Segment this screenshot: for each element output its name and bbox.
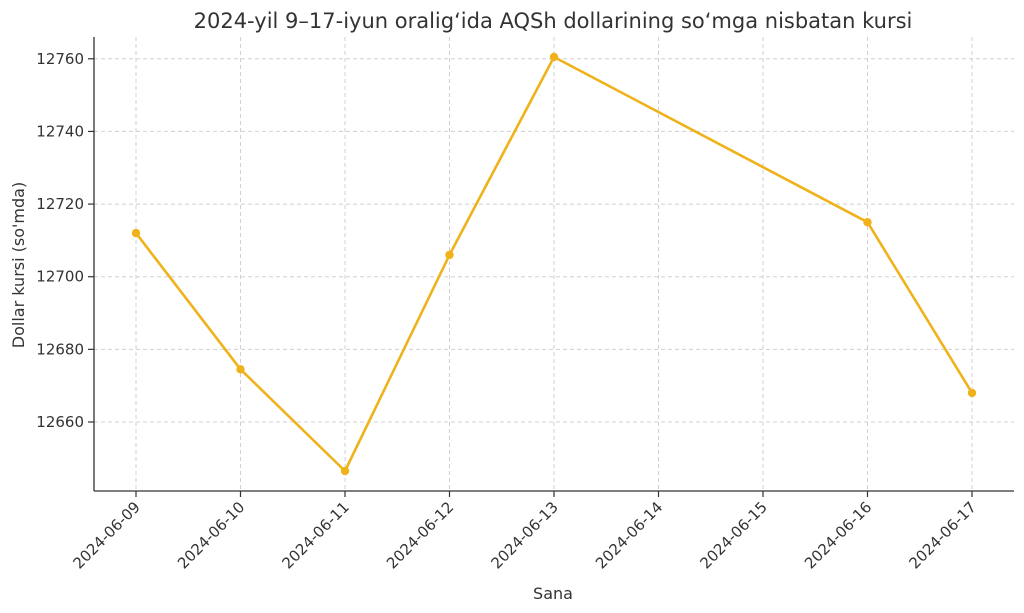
- y-tick-label: 12740: [36, 122, 84, 140]
- x-tick-label: 2024-06-10: [174, 498, 248, 572]
- x-tick-label: 2024-06-17: [905, 498, 979, 572]
- x-tick-label: 2024-06-11: [278, 498, 352, 572]
- ticks: 12660 12680 12700 12720 12740 12760 2024-06-09…: [36, 50, 980, 573]
- data-point: [131, 228, 141, 238]
- x-axis-label: Sana: [533, 584, 573, 603]
- x-tick-label: 2024-06-16: [801, 498, 875, 572]
- grid: [94, 37, 1014, 491]
- data-point: [445, 250, 454, 260]
- y-tick-label: 12660: [36, 413, 84, 431]
- y-tick-label: 12720: [36, 195, 84, 213]
- y-tick-label: 12760: [36, 50, 84, 68]
- y-tick-label: 12700: [36, 268, 84, 286]
- data-point: [549, 52, 559, 62]
- series-layer: [131, 52, 977, 476]
- y-axis-label: Dollar kursi (so'mda): [9, 182, 28, 348]
- data-point: [967, 388, 977, 398]
- x-tick-label: 2024-06-15: [696, 498, 770, 572]
- x-tick-label: 2024-06-13: [487, 498, 561, 572]
- x-tick-label: 2024-06-12: [383, 498, 457, 572]
- x-tick-label: 2024-06-14: [592, 498, 666, 572]
- chart-title: 2024-yil 9–17-iyun oralig‘ida AQSh dolla…: [194, 9, 913, 33]
- data-point: [340, 466, 350, 476]
- data-point: [863, 218, 872, 227]
- x-tick-label: 2024-06-09: [69, 498, 143, 572]
- data-point: [236, 365, 245, 374]
- y-tick-label: 12680: [36, 340, 84, 358]
